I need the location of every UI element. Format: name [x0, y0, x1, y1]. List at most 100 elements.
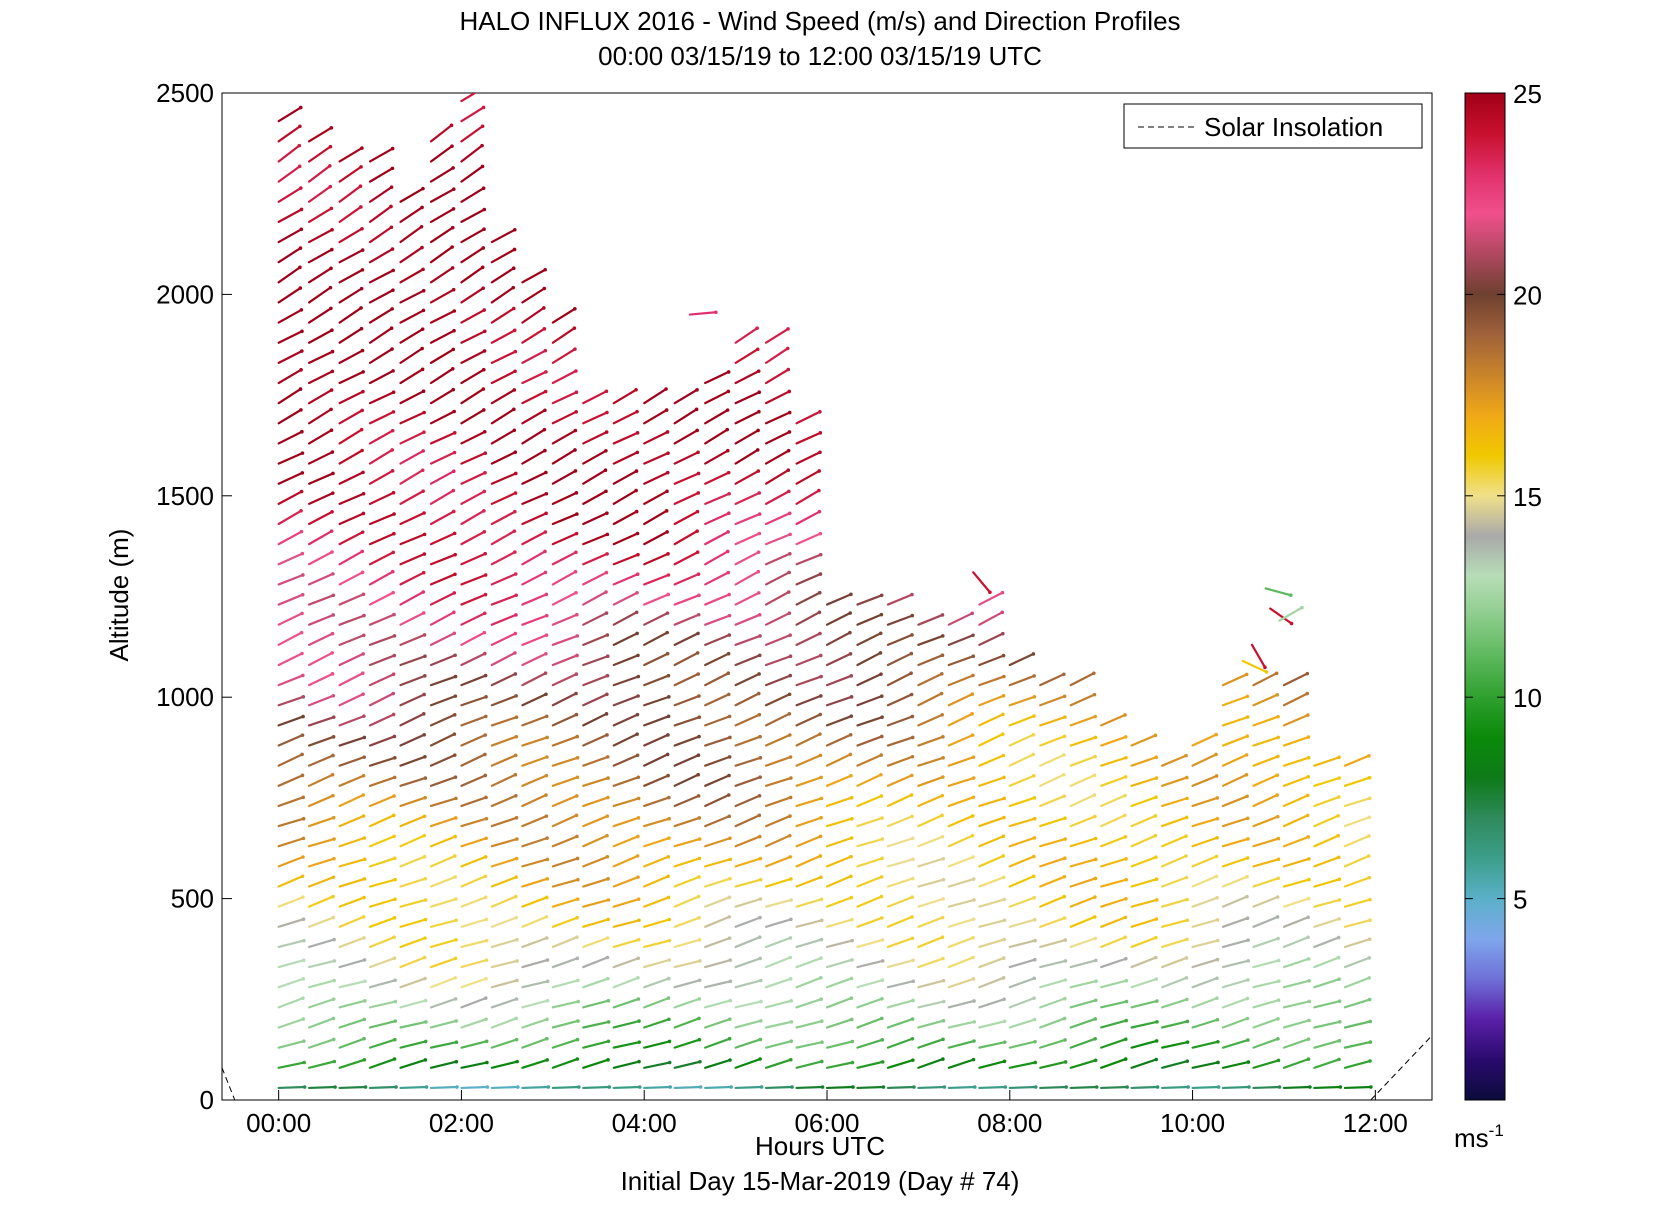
wind-vector [429, 835, 457, 848]
wind-vector [490, 794, 517, 808]
wind-vector [399, 590, 425, 606]
wind-vector-head [421, 389, 426, 394]
wind-vector-head [1246, 1038, 1250, 1042]
wind-vector [764, 999, 793, 1009]
wind-vector [1130, 1039, 1158, 1049]
wind-vector-head [756, 550, 761, 554]
wind-vector [460, 715, 487, 727]
wind-vector-head [1062, 916, 1067, 920]
wind-vector [460, 368, 485, 385]
wind-vector-head [391, 288, 395, 292]
wind-vector-head [1123, 956, 1128, 961]
wind-vector-head [850, 1039, 855, 1044]
wind-vector-head [299, 630, 304, 635]
wind-vector [399, 1020, 427, 1029]
wind-vector-head [484, 917, 489, 922]
wind-vector [338, 877, 366, 888]
wind-vector-head [1276, 1058, 1281, 1063]
wind-vector-head [481, 246, 486, 250]
wind-vector-head [880, 996, 884, 1001]
wind-vector [368, 289, 395, 304]
wind-vector-head [757, 813, 762, 818]
wind-vector [978, 898, 1006, 908]
wind-vector-head [910, 754, 915, 759]
wind-vector-head [667, 958, 672, 962]
wind-vector-head [514, 793, 518, 798]
wind-vector-head [422, 430, 426, 435]
wind-vector-head [1307, 877, 1311, 882]
wind-vector-head [482, 349, 487, 353]
legend-label-solar-insolation: Solar Insolation [1204, 112, 1383, 142]
wind-vector [612, 675, 640, 687]
wind-vector-head [543, 570, 548, 575]
wind-vector-head [819, 937, 824, 942]
wind-vector [582, 611, 608, 626]
wind-vector-head [300, 611, 304, 616]
wind-vector-head [298, 186, 303, 190]
wind-vector-head [788, 814, 792, 818]
wind-vector-head [329, 529, 334, 533]
wind-vector [307, 632, 334, 646]
wind-vector [1343, 1085, 1372, 1090]
wind-vector [734, 936, 761, 949]
wind-vector [825, 958, 854, 969]
wind-vector [460, 308, 486, 324]
wind-vector [704, 550, 729, 566]
wind-vector [978, 1085, 1007, 1090]
wind-vector-head [758, 877, 763, 882]
wind-vector [399, 490, 425, 505]
wind-vector-head [1092, 773, 1097, 778]
x-tick-label: 00:00 [246, 1108, 311, 1138]
wind-vector [490, 632, 517, 646]
wind-vector [856, 1017, 883, 1029]
wind-vector-head [328, 144, 333, 149]
wind-vector [521, 390, 547, 405]
wind-vector [947, 814, 974, 828]
wind-vector [277, 977, 305, 989]
wind-vector-head [574, 813, 579, 818]
wind-vector [734, 756, 762, 767]
wind-vector-head [636, 653, 640, 658]
wind-vector-head [390, 347, 394, 351]
wind-vector-head [452, 753, 457, 757]
wind-vector [1221, 817, 1249, 828]
wind-vector-head [788, 955, 793, 960]
wind-vector [1221, 997, 1249, 1009]
wind-vector [1191, 817, 1219, 828]
wind-vector-head [696, 894, 701, 899]
wind-vector-head [359, 427, 364, 432]
wind-vector-head [359, 165, 363, 169]
wind-vector-head [1307, 999, 1312, 1004]
wind-vector [307, 530, 333, 546]
wind-vector-head [696, 471, 701, 476]
wind-vector-head [544, 652, 548, 656]
wind-vector [521, 1058, 549, 1069]
wind-vector-head [298, 265, 302, 270]
wind-vector-head [483, 752, 487, 757]
wind-vector [1008, 733, 1035, 747]
wind-vector-head [727, 1036, 732, 1041]
wind-vector [612, 835, 639, 848]
wind-vector-head [666, 733, 670, 737]
wind-vector [582, 633, 609, 646]
wind-vector [673, 388, 699, 405]
wind-vector [1221, 917, 1249, 928]
legend: Solar Insolation [1123, 103, 1423, 149]
wind-vector-head [911, 857, 915, 862]
wind-vector [1282, 692, 1309, 707]
wind-vector [460, 330, 486, 344]
wind-vector [673, 735, 701, 747]
wind-vector [551, 369, 577, 385]
wind-vector-head [422, 733, 426, 737]
wind-vector-head [757, 409, 761, 414]
wind-vector [1130, 1058, 1158, 1069]
wind-vector [1069, 858, 1097, 868]
wind-vector-head [941, 634, 945, 638]
wind-vector-head [819, 976, 823, 980]
wind-vector-head [1337, 898, 1342, 902]
wind-vector [490, 594, 518, 606]
wind-vector-head [1000, 610, 1005, 615]
wind-vector [1039, 1038, 1067, 1049]
wind-vector-head [696, 572, 701, 576]
wind-vector-head [606, 795, 610, 800]
